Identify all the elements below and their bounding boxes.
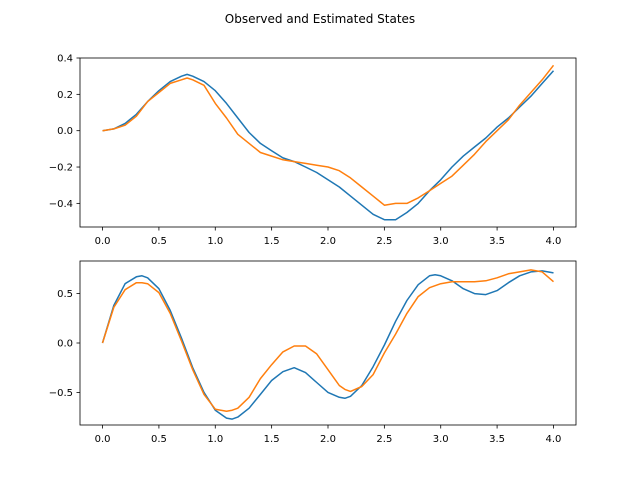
- x-tick-label: 0.0: [95, 434, 111, 445]
- x-tick-label: 1.0: [207, 434, 223, 445]
- y-tick-label: −0.5: [49, 388, 73, 399]
- series-2-line: [101, 269, 554, 412]
- x-tick-label: 3.5: [489, 236, 505, 247]
- series-1-line: [101, 270, 554, 420]
- x-tick-label: 1.5: [264, 434, 280, 445]
- y-tick-label: −0.4: [49, 199, 73, 210]
- y-tick-label: 0.4: [57, 54, 73, 65]
- x-tick-label: 3.5: [489, 434, 505, 445]
- x-tick-label: 0.5: [151, 434, 167, 445]
- x-tick-label: 2.0: [320, 434, 336, 445]
- x-tick-label: 0.0: [95, 236, 111, 247]
- x-tick-label: 4.0: [546, 236, 562, 247]
- y-tick-label: 0.5: [57, 289, 73, 300]
- x-tick-label: 4.0: [546, 434, 562, 445]
- x-tick-label: 2.5: [376, 434, 392, 445]
- series-1-line: [102, 70, 555, 221]
- x-tick-label: 0.5: [151, 236, 167, 247]
- y-tick-label: 0.2: [57, 90, 73, 101]
- series-2-line: [102, 64, 555, 206]
- x-tick-label: 1.0: [207, 236, 223, 247]
- x-tick-label: 2.0: [320, 236, 336, 247]
- figure-title: Observed and Estimated States: [225, 12, 415, 26]
- x-tick-label: 1.5: [264, 236, 280, 247]
- x-tick-label: 3.0: [433, 434, 449, 445]
- y-tick-label: −0.2: [49, 163, 73, 174]
- top-subplot: 0.0 0.5 1.0 1.5 2.0 2.5 3.0 3.5 4.0 −0.4 −0.2 0.0 0.…: [49, 54, 577, 247]
- bottom-subplot: 0.0 0.5 1.0 1.5 2.0 2.5 3.0 3.5 4.0 −0.5 0.0 0.5: [49, 260, 577, 445]
- y-tick-label: 0.0: [57, 126, 73, 137]
- y-tick-label: 0.0: [57, 339, 73, 350]
- x-tick-label: 2.5: [376, 236, 392, 247]
- x-tick-label: 3.0: [433, 236, 449, 247]
